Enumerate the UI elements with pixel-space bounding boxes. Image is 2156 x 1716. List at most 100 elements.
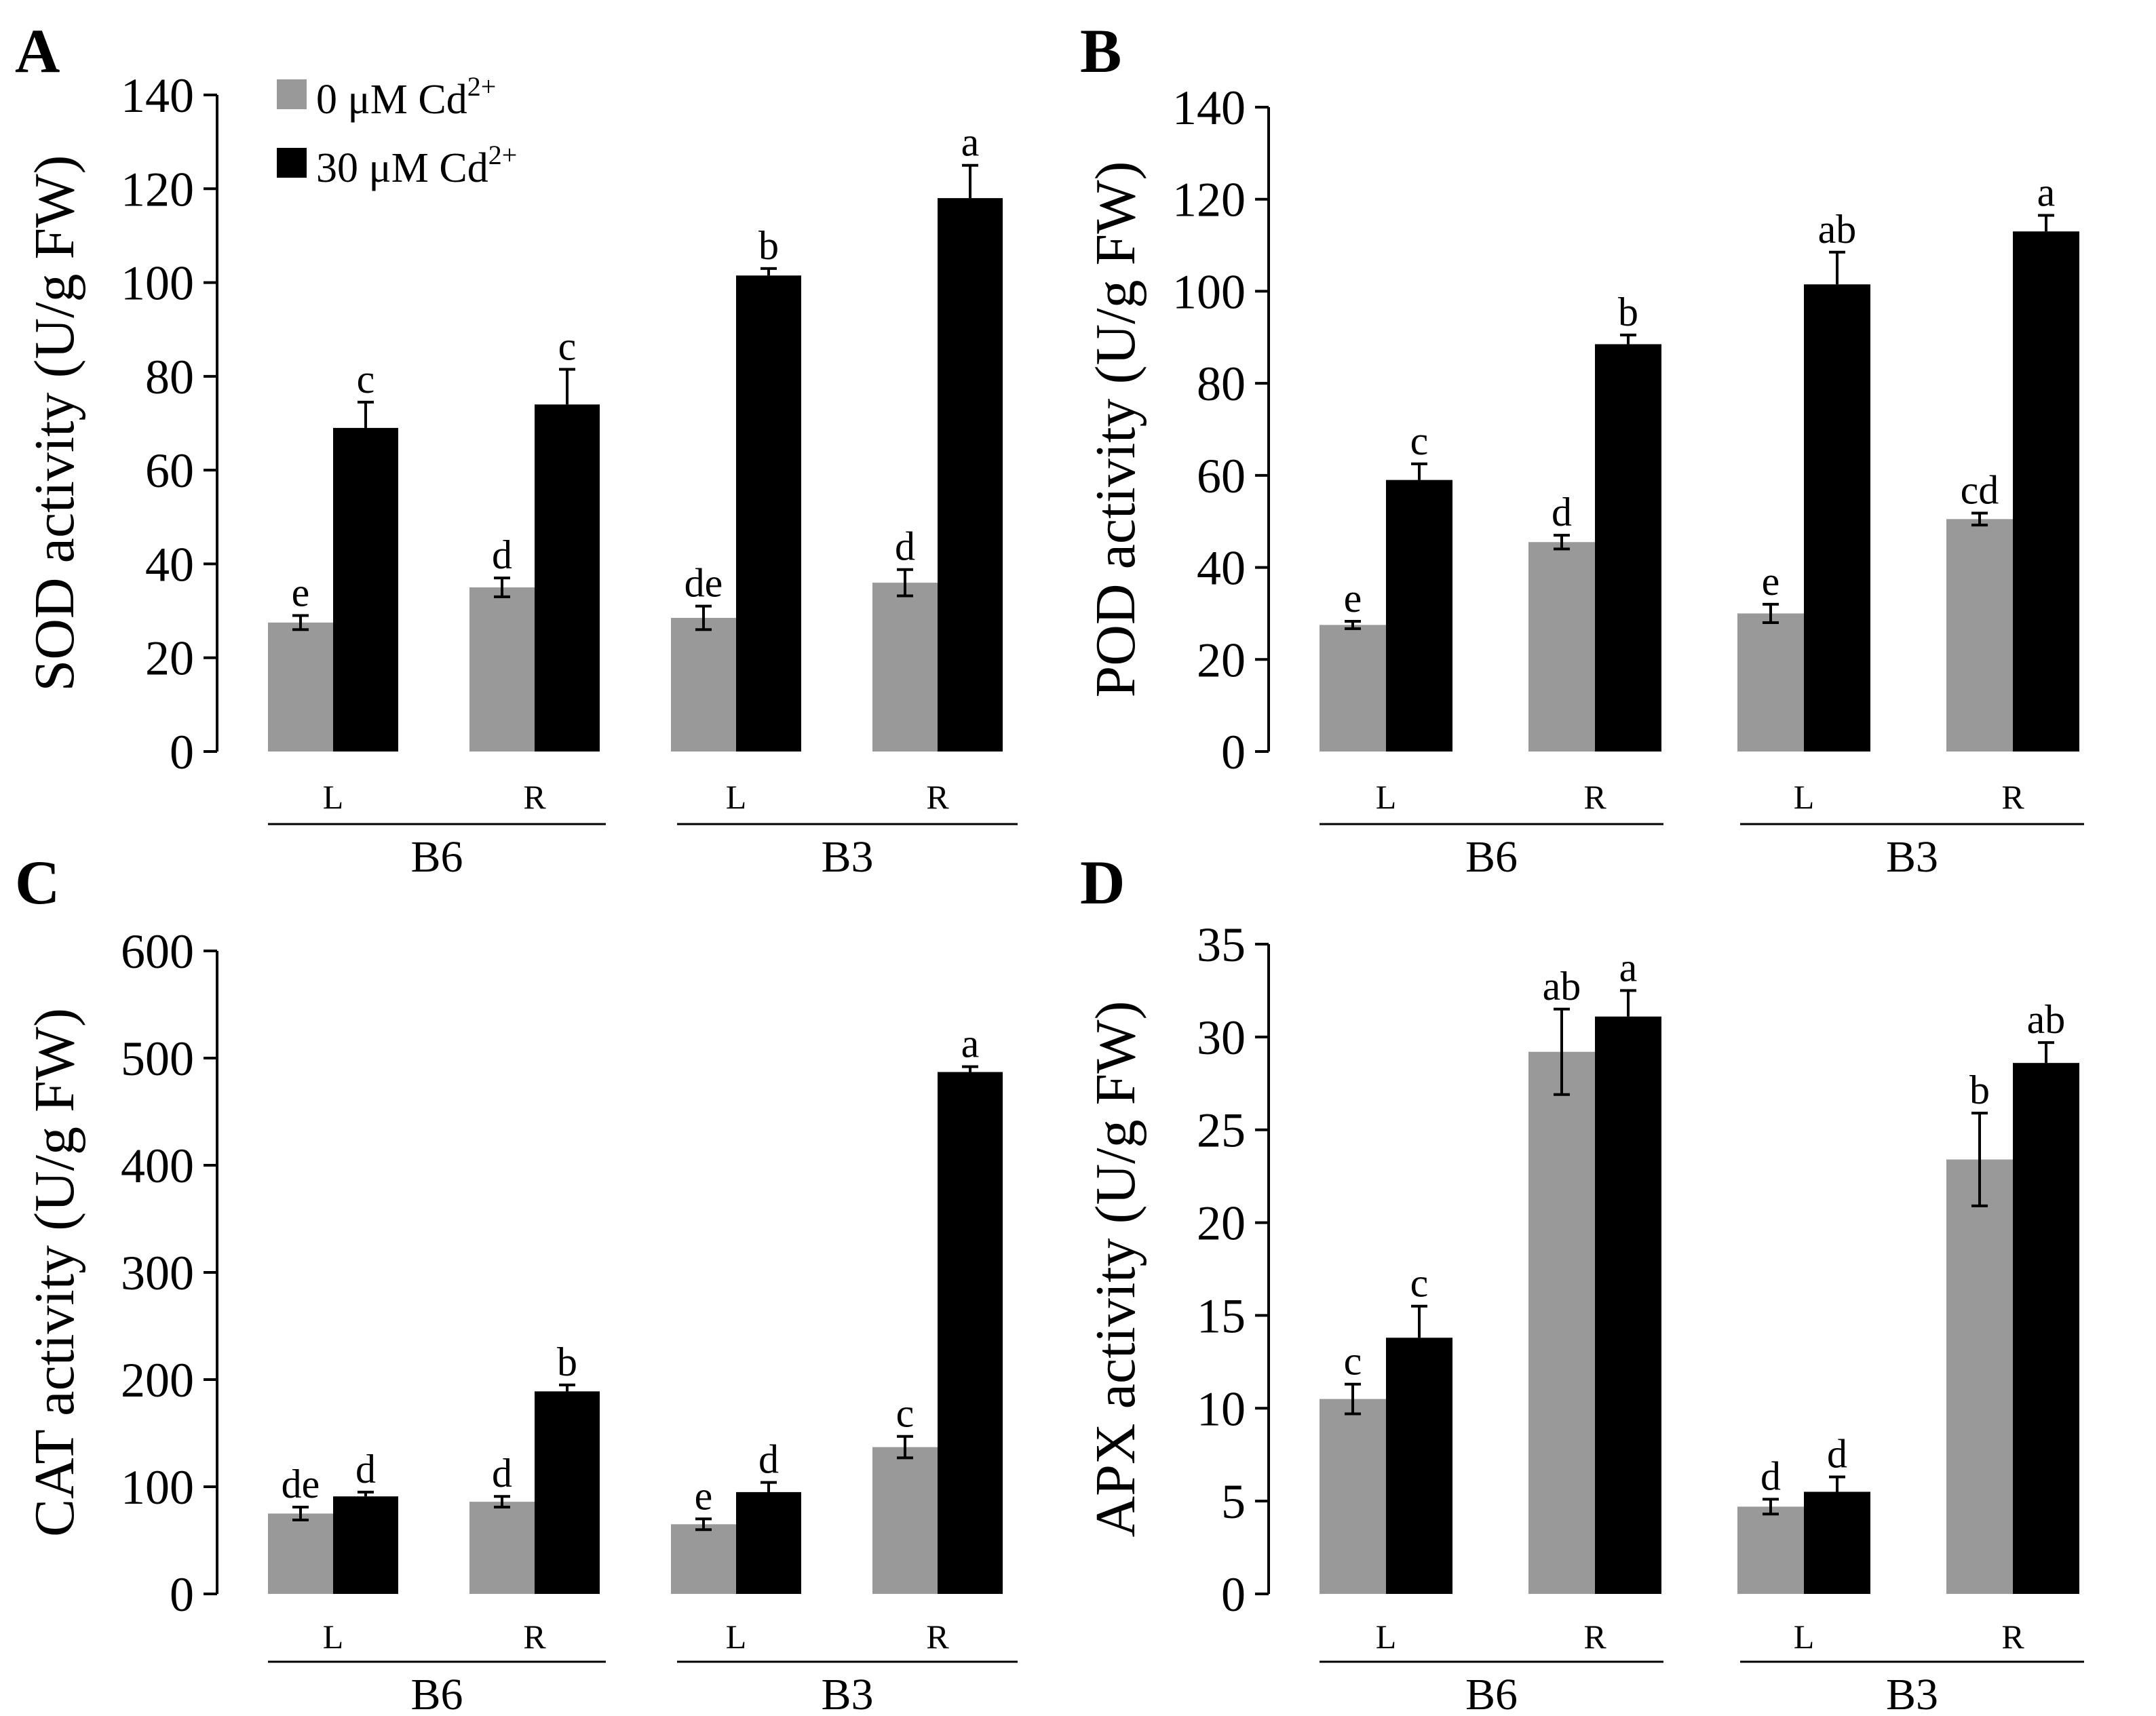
significance-label: e <box>695 1473 713 1518</box>
panel-letter: A <box>15 16 60 85</box>
y-tick-label: 0 <box>1221 725 1246 779</box>
bar-cd-r-2 <box>1595 344 1661 752</box>
y-tick-label: 200 <box>121 1353 194 1407</box>
significance-label: d <box>1760 1454 1781 1498</box>
bar-cd-l-1 <box>333 427 398 752</box>
category-label: L <box>1794 778 1815 816</box>
significance-label: d <box>492 532 512 577</box>
significance-label: ab <box>1818 207 1857 252</box>
panel-b: B 0 20 40 60 80 100 120 140 POD activity (U/g FW)… <box>1080 16 2084 882</box>
panel-letter: B <box>1080 16 1121 85</box>
bar-cd-r-2 <box>535 1391 600 1594</box>
y-axis-title: POD activity (U/g FW) <box>1084 161 1147 698</box>
significance-label: a <box>1619 945 1638 990</box>
y-tick-label: 100 <box>121 1460 194 1515</box>
y-tick-label: 60 <box>145 444 194 498</box>
bar-control-l-3 <box>1737 613 1804 752</box>
bar-cd-r-4 <box>938 198 1003 752</box>
bar-cd-r-4 <box>2013 231 2079 752</box>
significance-label: d <box>895 524 915 569</box>
significance-label: d <box>1827 1432 1847 1477</box>
bar-control-l-1 <box>268 1513 333 1594</box>
bar-cd-l-3 <box>1804 284 1870 752</box>
significance-label: d <box>355 1447 376 1491</box>
y-tick-label: 0 <box>170 1567 194 1622</box>
legend-swatch <box>277 148 307 178</box>
y-tick-label: 400 <box>121 1139 194 1193</box>
bar-control-r-2 <box>469 587 535 752</box>
bar-control-l-1 <box>1320 625 1386 752</box>
significance-label: c <box>896 1391 915 1436</box>
significance-label: c <box>1344 1339 1362 1384</box>
panel-letter: C <box>15 848 60 917</box>
y-tick-label: 5 <box>1221 1475 1246 1529</box>
y-tick-label: 140 <box>121 69 194 123</box>
bar-control-r-2 <box>1528 542 1595 752</box>
panel-letter: D <box>1080 848 1125 917</box>
y-tick-label: 0 <box>1221 1567 1246 1622</box>
category-label: R <box>926 778 949 816</box>
y-tick-label: 80 <box>1197 357 1246 411</box>
category-label: L <box>1794 1618 1815 1656</box>
group-label: B3 <box>1886 832 1938 882</box>
significance-label: b <box>1969 1068 1990 1112</box>
significance-label: e <box>1344 576 1362 621</box>
y-tick-label: 60 <box>1197 449 1246 503</box>
y-tick-label: 80 <box>145 350 194 404</box>
category-label: L <box>726 1618 747 1656</box>
legend: 0 μM Cd2+ 30 μM Cd2+ <box>277 71 517 191</box>
significance-label: de <box>282 1462 320 1506</box>
bar-cd-r-2 <box>1595 1016 1661 1594</box>
bar-control-r-2 <box>469 1502 535 1594</box>
y-tick-label: 500 <box>121 1032 194 1086</box>
group-label: B3 <box>821 1670 873 1716</box>
significance-label: c <box>1410 418 1429 463</box>
y-tick-label: 600 <box>121 924 194 979</box>
group-label: B6 <box>1465 1670 1518 1716</box>
bar-cd-r-4 <box>938 1072 1003 1594</box>
legend-label: 30 μM Cd2+ <box>316 140 517 191</box>
y-tick-label: 100 <box>121 256 194 311</box>
bar-cd-r-2 <box>535 404 600 752</box>
bar-control-r-2 <box>1528 1051 1595 1594</box>
category-label: R <box>1583 778 1606 816</box>
category-label: L <box>726 778 747 816</box>
y-tick-label: 20 <box>145 631 194 686</box>
category-label: L <box>1376 1618 1397 1656</box>
bar-control-r-4 <box>1946 519 2013 752</box>
significance-label: e <box>292 570 310 615</box>
y-tick-label: 300 <box>121 1246 194 1300</box>
bar-control-r-4 <box>872 583 938 752</box>
group-label: B3 <box>821 832 873 882</box>
category-label: L <box>323 1618 344 1656</box>
significance-label: cd <box>1961 468 1999 513</box>
significance-label: d <box>1552 490 1572 534</box>
bar-control-l-1 <box>268 622 333 752</box>
y-tick-label: 20 <box>1197 1196 1246 1251</box>
significance-label: ab <box>2027 997 2066 1042</box>
significance-label: c <box>1410 1261 1429 1306</box>
significance-label: de <box>685 561 723 606</box>
y-axis-title: SOD activity (U/g FW) <box>23 155 86 692</box>
significance-label: d <box>758 1437 779 1482</box>
y-tick-label: 15 <box>1197 1289 1246 1343</box>
bar-cd-l-3 <box>736 1491 801 1594</box>
category-label: L <box>1376 778 1397 816</box>
significance-label: a <box>961 120 980 165</box>
category-label: R <box>926 1618 949 1656</box>
y-tick-label: 100 <box>1172 265 1246 319</box>
y-tick-label: 120 <box>1172 173 1246 227</box>
group-label: B6 <box>1465 832 1518 882</box>
significance-label: a <box>961 1021 980 1066</box>
category-label: R <box>2001 778 2024 816</box>
significance-label: b <box>1618 290 1638 334</box>
bar-control-l-3 <box>671 617 736 752</box>
bar-control-r-4 <box>1946 1159 2013 1594</box>
y-tick-label: 30 <box>1197 1011 1246 1065</box>
bar-control-l-3 <box>671 1524 736 1594</box>
bar-cd-r-4 <box>2013 1063 2079 1594</box>
legend-swatch <box>277 79 307 109</box>
y-tick-label: 0 <box>170 725 194 779</box>
significance-label: ab <box>1543 964 1581 1009</box>
